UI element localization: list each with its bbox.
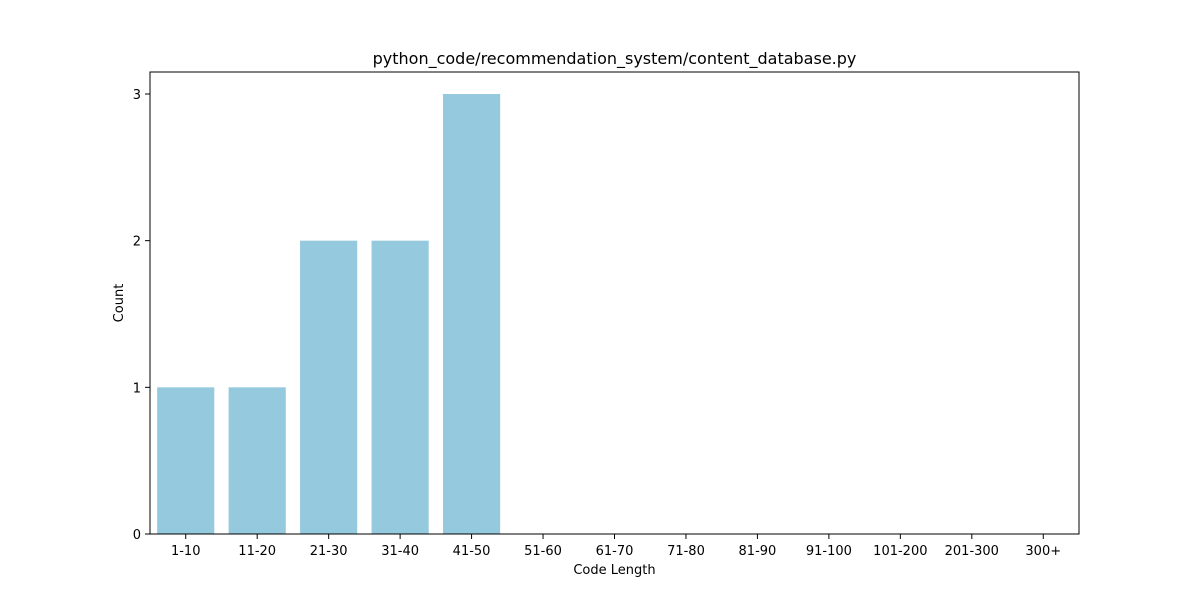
y-axis-label: Count bbox=[112, 284, 127, 323]
bar-1-10 bbox=[157, 387, 215, 534]
y-tick-label: 2 bbox=[133, 235, 141, 250]
x-tick-label: 81-90 bbox=[739, 544, 777, 559]
x-tick-label: 201-300 bbox=[945, 544, 999, 559]
chart-title: python_code/recommendation_system/conten… bbox=[373, 49, 857, 69]
x-tick-label: 31-40 bbox=[381, 544, 419, 559]
plot-frame bbox=[149, 71, 1080, 535]
x-tick-label: 21-30 bbox=[310, 544, 348, 559]
y-axis-ticks: 0 1 2 3 bbox=[133, 88, 150, 543]
y-tick-label: 0 bbox=[133, 528, 141, 543]
x-tick-label: 91-100 bbox=[806, 544, 852, 559]
bars-layer bbox=[157, 94, 501, 534]
x-tick-label: 61-70 bbox=[596, 544, 634, 559]
y-tick-label: 1 bbox=[133, 381, 141, 396]
bar-11-20 bbox=[228, 387, 286, 534]
x-tick-label: 11-20 bbox=[238, 544, 276, 559]
x-tick-label: 1-10 bbox=[171, 544, 201, 559]
x-tick-label: 300+ bbox=[1025, 544, 1061, 559]
bar-21-30 bbox=[300, 240, 358, 534]
bar-41-50 bbox=[442, 94, 501, 534]
y-tick-label: 3 bbox=[133, 88, 141, 103]
x-tick-label: 41-50 bbox=[453, 544, 491, 559]
x-axis-label: Code Length bbox=[573, 563, 655, 578]
x-tick-label: 101-200 bbox=[873, 544, 927, 559]
x-tick-label: 51-60 bbox=[524, 544, 562, 559]
x-tick-label: 71-80 bbox=[667, 544, 705, 559]
bar-31-40 bbox=[371, 240, 429, 534]
x-axis-ticks: 1-10 11-20 21-30 31-40 41-50 51-60 61-70 71-80 8… bbox=[171, 534, 1061, 559]
